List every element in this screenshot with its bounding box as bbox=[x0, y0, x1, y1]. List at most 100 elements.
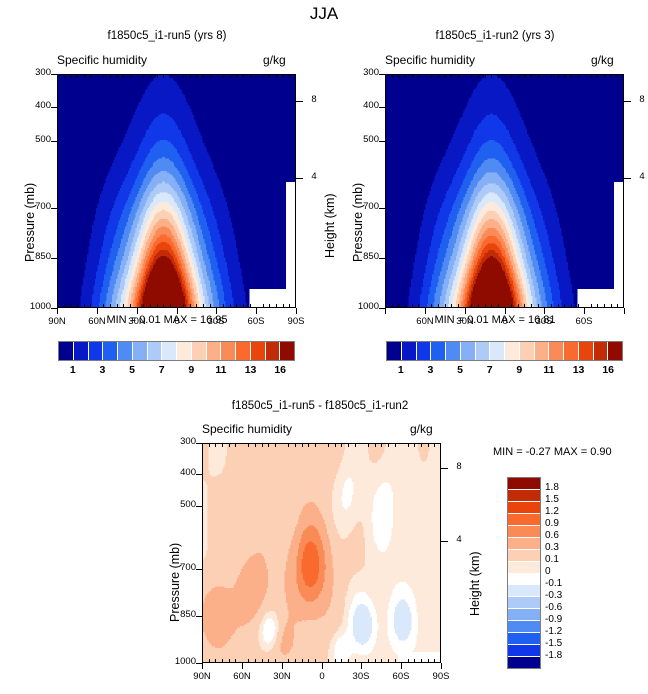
axis-tick bbox=[420, 443, 422, 447]
contour-band bbox=[203, 502, 334, 656]
panel-diff-plot-area[interactable] bbox=[202, 443, 441, 663]
axis-tick bbox=[261, 443, 263, 447]
pressure-tick-1000: 1000 bbox=[174, 656, 196, 667]
colorbar-tick-0p1: 0.1 bbox=[545, 554, 559, 565]
colorbar-tick--1p8: -1.8 bbox=[545, 650, 563, 661]
colorbar-tick-7: 7 bbox=[158, 364, 165, 376]
axis-tick bbox=[550, 74, 552, 78]
colorbar-tick-16: 16 bbox=[602, 364, 615, 376]
colorbar-segment bbox=[490, 342, 505, 360]
contour-band bbox=[301, 541, 320, 587]
colorbar-segment bbox=[508, 597, 540, 610]
colorbar-segment bbox=[431, 342, 446, 360]
axis-tick bbox=[340, 659, 342, 663]
axis-tick bbox=[347, 443, 349, 447]
axis-tick bbox=[379, 207, 385, 209]
axis-tick bbox=[334, 659, 336, 663]
colorbar-tick-3: 3 bbox=[427, 364, 434, 376]
axis-tick bbox=[109, 74, 111, 78]
lat-tick-60N: 60N bbox=[416, 316, 434, 327]
axis-tick bbox=[295, 308, 297, 314]
colorbar-tick-1p2: 1.2 bbox=[545, 506, 559, 517]
panel-left-colorbar[interactable] bbox=[58, 341, 295, 361]
axis-tick bbox=[122, 74, 124, 78]
axis-tick bbox=[149, 304, 151, 308]
colorbar-segment bbox=[564, 342, 579, 360]
axis-tick bbox=[249, 304, 251, 308]
axis-tick bbox=[530, 74, 532, 78]
axis-tick bbox=[616, 304, 618, 308]
axis-tick bbox=[391, 304, 393, 308]
axis-tick bbox=[550, 304, 552, 308]
contour-band bbox=[438, 172, 542, 307]
colorbar-segment bbox=[387, 342, 402, 360]
axis-tick bbox=[577, 74, 579, 78]
axis-tick bbox=[397, 74, 399, 78]
contour-band bbox=[465, 243, 519, 307]
panel-right-colorbar[interactable] bbox=[386, 341, 623, 361]
colorbar-segment bbox=[508, 537, 540, 550]
axis-tick bbox=[407, 443, 409, 447]
contour-band bbox=[386, 75, 623, 307]
panel-left-y2label: Height (km) bbox=[323, 193, 337, 258]
axis-tick bbox=[201, 663, 203, 669]
axis-tick bbox=[116, 304, 118, 308]
axis-tick bbox=[570, 304, 572, 308]
axis-tick bbox=[360, 663, 362, 669]
axis-tick bbox=[543, 308, 545, 314]
contour-band bbox=[468, 255, 515, 307]
axis-tick bbox=[275, 304, 277, 308]
colorbar-segment bbox=[508, 573, 540, 586]
axis-tick bbox=[411, 74, 413, 78]
colorbar-segment bbox=[508, 621, 540, 634]
axis-tick bbox=[530, 304, 532, 308]
lat-tick-30S: 30S bbox=[207, 316, 225, 327]
contour-band bbox=[137, 242, 191, 307]
axis-tick bbox=[242, 74, 244, 78]
axis-tick bbox=[282, 304, 284, 308]
axis-tick bbox=[347, 659, 349, 663]
axis-tick bbox=[367, 659, 369, 663]
colorbar-segment bbox=[206, 342, 222, 360]
axis-tick bbox=[379, 106, 385, 108]
colorbar-segment bbox=[401, 342, 417, 360]
axis-tick bbox=[307, 659, 309, 663]
axis-tick bbox=[334, 443, 336, 447]
contour-band bbox=[426, 139, 554, 307]
axis-tick bbox=[616, 74, 618, 78]
height-tick-4: 4 bbox=[456, 534, 462, 545]
panel-left-colorbar-labels: 1 3 5 7 9 11 13 16 bbox=[58, 364, 295, 380]
panel-left-plot-area[interactable] bbox=[57, 74, 296, 308]
axis-tick bbox=[444, 304, 446, 308]
panel-left-minmax: MIN = 0.01 MAX = 16.95 bbox=[106, 314, 228, 326]
axis-tick bbox=[287, 443, 289, 447]
axis-tick bbox=[76, 304, 78, 308]
pressure-tick-500: 500 bbox=[363, 134, 379, 145]
contour-band bbox=[58, 75, 295, 307]
axis-tick bbox=[83, 74, 85, 78]
contour-band bbox=[98, 139, 226, 307]
axis-tick bbox=[196, 615, 202, 617]
axis-tick bbox=[470, 74, 472, 78]
axis-tick bbox=[596, 74, 598, 78]
panel-right-title: f1850c5_i1-run2 (yrs 3) bbox=[435, 30, 555, 42]
colorbar-segment bbox=[132, 342, 148, 360]
panel-diff-minmax: MIN = -0.27 MAX = 0.90 bbox=[493, 446, 612, 458]
pressure-tick-500: 500 bbox=[180, 499, 196, 510]
axis-tick bbox=[394, 659, 396, 663]
axis-tick bbox=[89, 74, 91, 78]
contour-band bbox=[451, 201, 530, 307]
colorbar-segment bbox=[508, 478, 540, 490]
panel-right-plot-area[interactable] bbox=[385, 74, 624, 308]
panel-diff-colorbar[interactable] bbox=[507, 477, 541, 669]
axis-tick bbox=[221, 443, 223, 447]
colorbar-segment bbox=[221, 342, 236, 360]
panel-diff-colorbar-labels: 1.8 1.5 1.2 0.9 0.6 0.3 0.1 0 -0.1 -0.3 -0.6 -0.9 -1… bbox=[545, 477, 585, 669]
lat-tick-30N: 30N bbox=[273, 671, 291, 682]
contour-band bbox=[203, 444, 440, 662]
axis-tick bbox=[51, 307, 57, 309]
axis-tick bbox=[288, 74, 290, 78]
pressure-tick-700: 700 bbox=[180, 562, 196, 573]
axis-tick bbox=[247, 443, 249, 447]
colorbar-tick-1p8: 1.8 bbox=[545, 482, 559, 493]
